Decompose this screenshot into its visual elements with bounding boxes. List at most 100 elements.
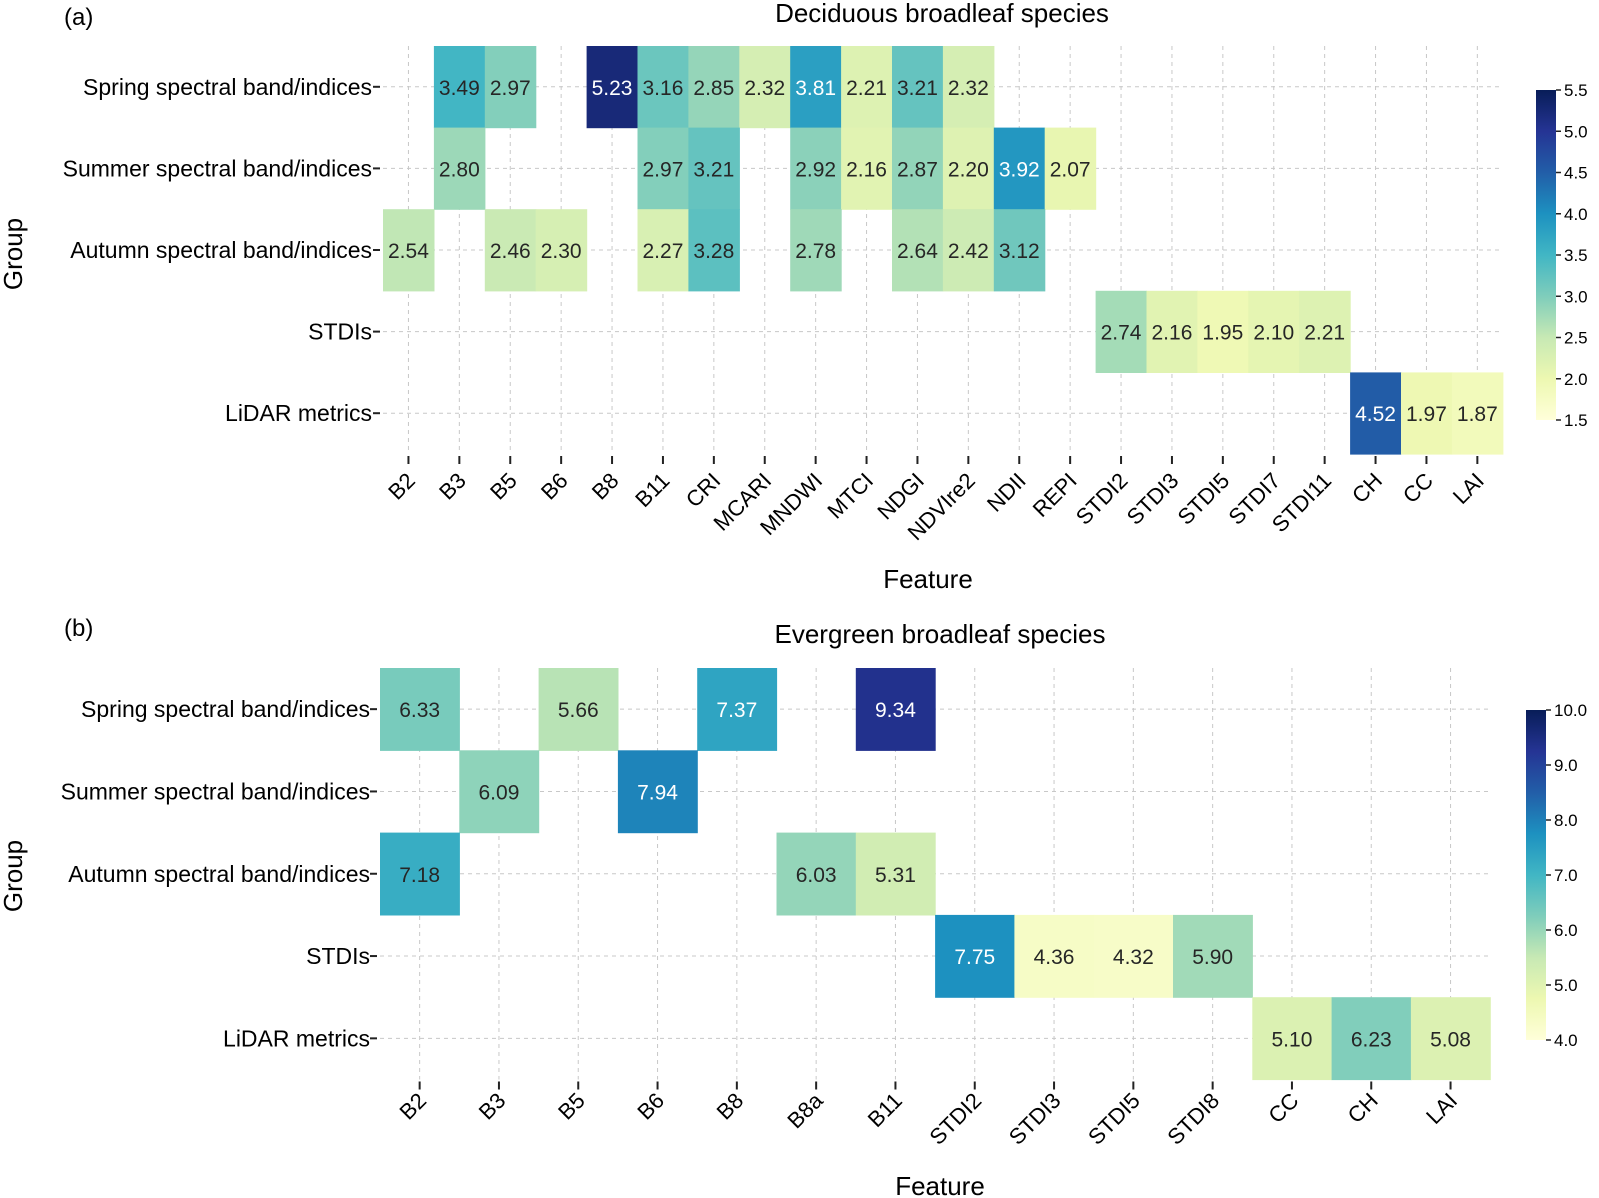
heatmap-cell bbox=[855, 668, 936, 751]
cell-value-label: 4.32 bbox=[1113, 946, 1154, 969]
panel-b-colorbar: 4.0 5.0 6.0 7.0 8.0 9.0 10.0 bbox=[1526, 701, 1587, 1050]
panel-a-colorbar: 1.5 2.0 2.5 3.0 3.5 4.0 4.5 5.0 5.5 bbox=[1536, 81, 1588, 430]
column-label: B2 bbox=[394, 1088, 431, 1125]
column-label: B6 bbox=[632, 1088, 669, 1125]
colorbar-tick-label: 10.0 bbox=[1554, 701, 1587, 720]
heatmap-cell bbox=[459, 750, 540, 834]
panel-b-x-axis-label: Feature bbox=[895, 1171, 985, 1198]
cell-value-label: 2.80 bbox=[439, 158, 480, 181]
panel-a-y-axis-label: Group bbox=[0, 218, 28, 290]
column-label: LAI bbox=[1421, 1088, 1462, 1129]
row-label: STDIs bbox=[308, 319, 372, 345]
colorbar-tick-label: 7.0 bbox=[1554, 866, 1578, 885]
panel-a-title: Deciduous broadleaf species bbox=[775, 0, 1109, 28]
heatmap-cell bbox=[380, 668, 460, 751]
column-label: STDI5 bbox=[1083, 1088, 1145, 1150]
heatmap-cell bbox=[935, 914, 1015, 998]
colorbar-tick-label: 2.0 bbox=[1564, 370, 1588, 389]
cell-value-label: 3.12 bbox=[999, 240, 1040, 263]
column-label: B8 bbox=[712, 1088, 749, 1125]
heatmap-cell bbox=[688, 46, 740, 129]
column-label: CC bbox=[1263, 1088, 1303, 1128]
cell-value-label: 7.94 bbox=[637, 781, 678, 804]
cell-value-label: 6.03 bbox=[796, 864, 837, 887]
panel-a-colorbar-ticks: 1.5 2.0 2.5 3.0 3.5 4.0 4.5 5.0 5.5 bbox=[1556, 81, 1588, 430]
panel-a-column-labels: B2 B3 B5 B6 B8 B11 CRIMCARIMNDWIMTCINDGINDVIre… bbox=[383, 468, 1489, 545]
cell-value-label: 9.34 bbox=[875, 699, 916, 722]
column-label: B8 bbox=[587, 468, 624, 505]
row-label: LiDAR metrics bbox=[225, 400, 372, 426]
panel-b-colorbar-ticks: 4.0 5.0 6.0 7.0 8.0 9.0 10.0 bbox=[1546, 701, 1587, 1050]
heatmap-cell bbox=[697, 668, 778, 751]
column-label: NDII bbox=[982, 468, 1031, 517]
panel-b-colorbar-gradient bbox=[1526, 710, 1546, 1040]
heatmap-cell bbox=[1331, 997, 1412, 1081]
heatmap-cell bbox=[586, 46, 639, 129]
heatmap-cell bbox=[841, 127, 893, 210]
row-label: Summer spectral band/indices bbox=[63, 155, 372, 181]
cell-value-label: 5.08 bbox=[1430, 1028, 1471, 1051]
heatmap-cell bbox=[1014, 914, 1095, 998]
heatmap-cell bbox=[739, 46, 791, 129]
panel-a-x-axis-label: Feature bbox=[883, 564, 973, 594]
heatmap-cell bbox=[1044, 127, 1097, 210]
column-label: MTCI bbox=[822, 468, 878, 524]
column-label: STDI3 bbox=[1122, 468, 1184, 530]
heatmap-cell bbox=[1248, 290, 1300, 373]
row-label: Autumn spectral band/indices bbox=[70, 237, 372, 263]
cell-value-label: 2.27 bbox=[643, 240, 684, 263]
heatmap-cell bbox=[383, 209, 435, 292]
row-label: STDIs bbox=[306, 943, 370, 969]
column-label: CRI bbox=[681, 468, 725, 512]
heatmap-cell bbox=[790, 127, 842, 210]
heatmap-cell bbox=[688, 127, 740, 210]
colorbar-tick-label: 5.5 bbox=[1564, 81, 1588, 100]
row-label: Spring spectral band/indices bbox=[83, 74, 372, 100]
colorbar-tick-label: 5.0 bbox=[1554, 976, 1578, 995]
cell-value-label: 2.16 bbox=[846, 158, 887, 181]
panel-b-y-axis-label: Group bbox=[0, 840, 28, 912]
heatmap-cell bbox=[1451, 372, 1504, 455]
column-label: B2 bbox=[383, 468, 420, 505]
colorbar-tick-label: 5.0 bbox=[1564, 122, 1588, 141]
colorbar-tick-label: 4.0 bbox=[1564, 205, 1588, 224]
panel-a-colorbar-gradient bbox=[1536, 90, 1556, 420]
panel-b-title: Evergreen broadleaf species bbox=[775, 619, 1106, 649]
heatmap-cell bbox=[535, 209, 588, 292]
column-label: LAI bbox=[1448, 468, 1489, 509]
panel-b-heatmap-cells bbox=[380, 668, 1491, 1081]
cell-value-label: 3.21 bbox=[897, 77, 938, 100]
cell-value-label: 2.21 bbox=[846, 77, 887, 100]
colorbar-tick-label: 6.0 bbox=[1554, 921, 1578, 940]
cell-value-label: 3.21 bbox=[693, 158, 734, 181]
heatmap-cell bbox=[484, 209, 537, 292]
heatmap-cell bbox=[617, 750, 698, 834]
heatmap-cell bbox=[637, 127, 689, 210]
column-label: B3 bbox=[474, 1088, 511, 1125]
heatmap-cell bbox=[637, 46, 689, 129]
colorbar-tick-label: 1.5 bbox=[1564, 411, 1588, 430]
cell-value-label: 7.75 bbox=[954, 946, 995, 969]
heatmap-cell bbox=[688, 209, 740, 292]
heatmap-cell bbox=[1350, 372, 1402, 455]
heatmap-cell bbox=[776, 832, 857, 916]
cell-value-label: 1.87 bbox=[1457, 403, 1498, 426]
cell-value-label: 2.10 bbox=[1253, 322, 1294, 345]
cell-value-label: 3.16 bbox=[643, 77, 684, 100]
column-label: STDI5 bbox=[1173, 468, 1235, 530]
row-label: LiDAR metrics bbox=[223, 1025, 370, 1051]
column-label: CH bbox=[1343, 1088, 1383, 1128]
column-label: CH bbox=[1347, 468, 1387, 508]
heatmap-cell bbox=[1401, 372, 1453, 455]
column-label: B5 bbox=[553, 1088, 590, 1125]
heatmap-cell bbox=[538, 668, 619, 751]
cell-value-label: 3.49 bbox=[439, 77, 480, 100]
heatmap-cell bbox=[1093, 914, 1174, 998]
cell-value-label: 1.95 bbox=[1202, 322, 1243, 345]
cell-value-label: 4.36 bbox=[1034, 946, 1075, 969]
heatmap-cell bbox=[993, 209, 1046, 292]
cell-value-label: 2.46 bbox=[490, 240, 531, 263]
heatmap-cell bbox=[790, 209, 842, 292]
cell-value-label: 2.87 bbox=[897, 158, 938, 181]
heatmap-cell bbox=[993, 127, 1046, 210]
